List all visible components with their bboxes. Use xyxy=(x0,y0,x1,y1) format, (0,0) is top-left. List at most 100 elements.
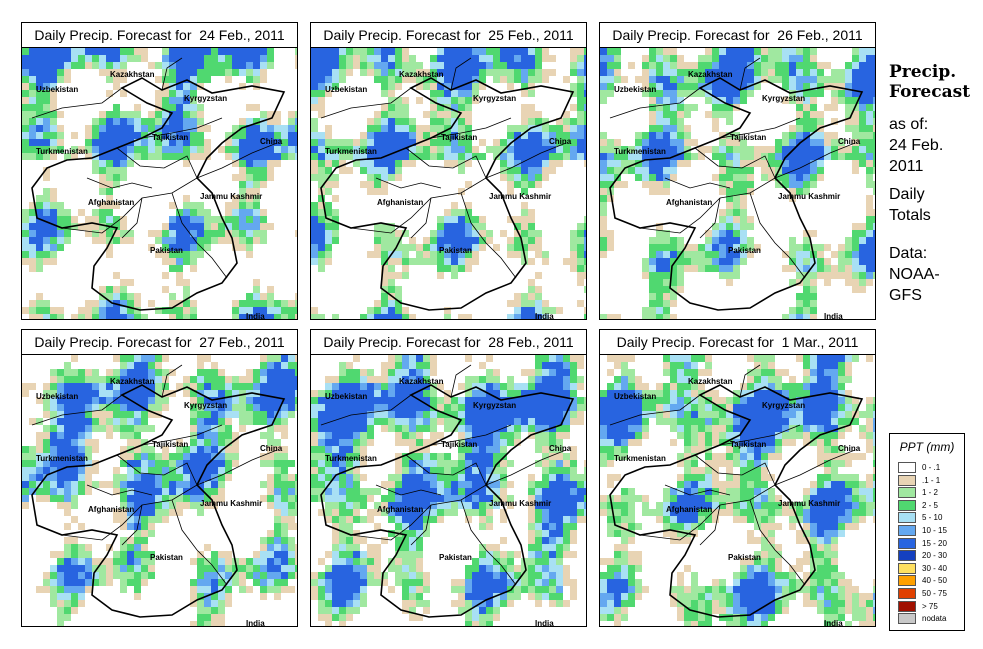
precip-cell xyxy=(712,425,719,432)
precip-cell xyxy=(803,279,810,286)
precip-cell xyxy=(549,495,556,502)
precip-cell xyxy=(684,139,691,146)
precip-cell xyxy=(458,62,465,69)
precip-cell xyxy=(374,390,381,397)
precip-cell xyxy=(472,83,479,90)
precip-cell xyxy=(761,48,768,55)
precip-cell xyxy=(106,286,113,293)
precip-cell xyxy=(656,404,663,411)
precip-cell xyxy=(437,216,444,223)
precip-cell xyxy=(859,83,866,90)
precip-cell xyxy=(845,62,852,69)
precip-cell xyxy=(479,390,486,397)
precip-cell xyxy=(190,90,197,97)
precip-cell xyxy=(803,258,810,265)
precip-cell xyxy=(64,216,71,223)
precip-cell xyxy=(120,411,127,418)
precip-cell xyxy=(614,439,621,446)
precip-cell xyxy=(416,614,423,621)
precip-cell xyxy=(600,432,607,439)
precip-cell xyxy=(535,230,542,237)
precip-cell xyxy=(260,160,267,167)
precip-cell xyxy=(281,314,288,319)
precip-cell xyxy=(691,432,698,439)
precip-cell xyxy=(260,558,267,565)
precip-cell xyxy=(621,439,628,446)
precip-cell xyxy=(148,411,155,418)
precip-cell xyxy=(141,55,148,62)
country-label-tajikistan: Tajikistan xyxy=(152,133,188,142)
precip-cell xyxy=(36,139,43,146)
precip-cell xyxy=(85,404,92,411)
precip-cell xyxy=(472,572,479,579)
precip-cell xyxy=(600,160,607,167)
precip-cell xyxy=(528,104,535,111)
precip-cell xyxy=(430,258,437,265)
precip-cell xyxy=(852,69,859,76)
precip-cell xyxy=(845,404,852,411)
precip-cell xyxy=(141,509,148,516)
precip-cell xyxy=(712,251,719,258)
precip-cell xyxy=(360,516,367,523)
precip-cell xyxy=(747,418,754,425)
precip-cell xyxy=(430,230,437,237)
precip-cell xyxy=(395,474,402,481)
precip-cell xyxy=(747,188,754,195)
precip-cell xyxy=(649,104,656,111)
precip-cell xyxy=(113,181,120,188)
precip-cell xyxy=(831,418,838,425)
precip-cell xyxy=(556,572,563,579)
precip-cell xyxy=(197,404,204,411)
precip-cell xyxy=(775,76,782,83)
province-border xyxy=(350,177,487,234)
precip-cell xyxy=(859,48,866,55)
precip-cell xyxy=(649,125,656,132)
precip-cell xyxy=(859,139,866,146)
precip-cell xyxy=(409,544,416,551)
precip-cell xyxy=(395,132,402,139)
precip-cell xyxy=(796,355,803,362)
precip-cell xyxy=(670,139,677,146)
precip-cell xyxy=(197,76,204,83)
precip-cell xyxy=(444,139,451,146)
precip-cell xyxy=(57,69,64,76)
precip-cell xyxy=(775,369,782,376)
precip-cell xyxy=(106,307,113,314)
precip-cell xyxy=(514,418,521,425)
precip-cell xyxy=(50,307,57,314)
precip-cell xyxy=(663,314,670,319)
precip-cell xyxy=(789,90,796,97)
precip-cell xyxy=(556,404,563,411)
precip-cell xyxy=(85,383,92,390)
precip-cell xyxy=(656,69,663,76)
precip-cell xyxy=(204,432,211,439)
precip-cell xyxy=(845,355,852,362)
precip-cell xyxy=(274,397,281,404)
precip-cell xyxy=(507,125,514,132)
precip-cell xyxy=(824,376,831,383)
precip-cell xyxy=(274,125,281,132)
precip-cell xyxy=(437,104,444,111)
precip-cell xyxy=(127,467,134,474)
precip-cell xyxy=(50,76,57,83)
precip-cell xyxy=(141,530,148,537)
precip-cell xyxy=(472,614,479,621)
precip-cell xyxy=(514,216,521,223)
precip-cell xyxy=(584,76,586,83)
precip-cell xyxy=(127,293,134,300)
precip-cell xyxy=(845,251,852,258)
precip-cell xyxy=(486,48,493,55)
precip-cell xyxy=(318,216,325,223)
precip-cell xyxy=(325,376,332,383)
precip-cell xyxy=(521,397,528,404)
precip-cell xyxy=(225,474,232,481)
precip-cell xyxy=(260,376,267,383)
precip-cell xyxy=(127,55,134,62)
precip-cell xyxy=(395,160,402,167)
precip-cell xyxy=(458,265,465,272)
precip-cell xyxy=(486,523,493,530)
precip-cell xyxy=(747,223,754,230)
precip-cell xyxy=(106,69,113,76)
precip-cell xyxy=(859,230,866,237)
precip-cell xyxy=(402,425,409,432)
